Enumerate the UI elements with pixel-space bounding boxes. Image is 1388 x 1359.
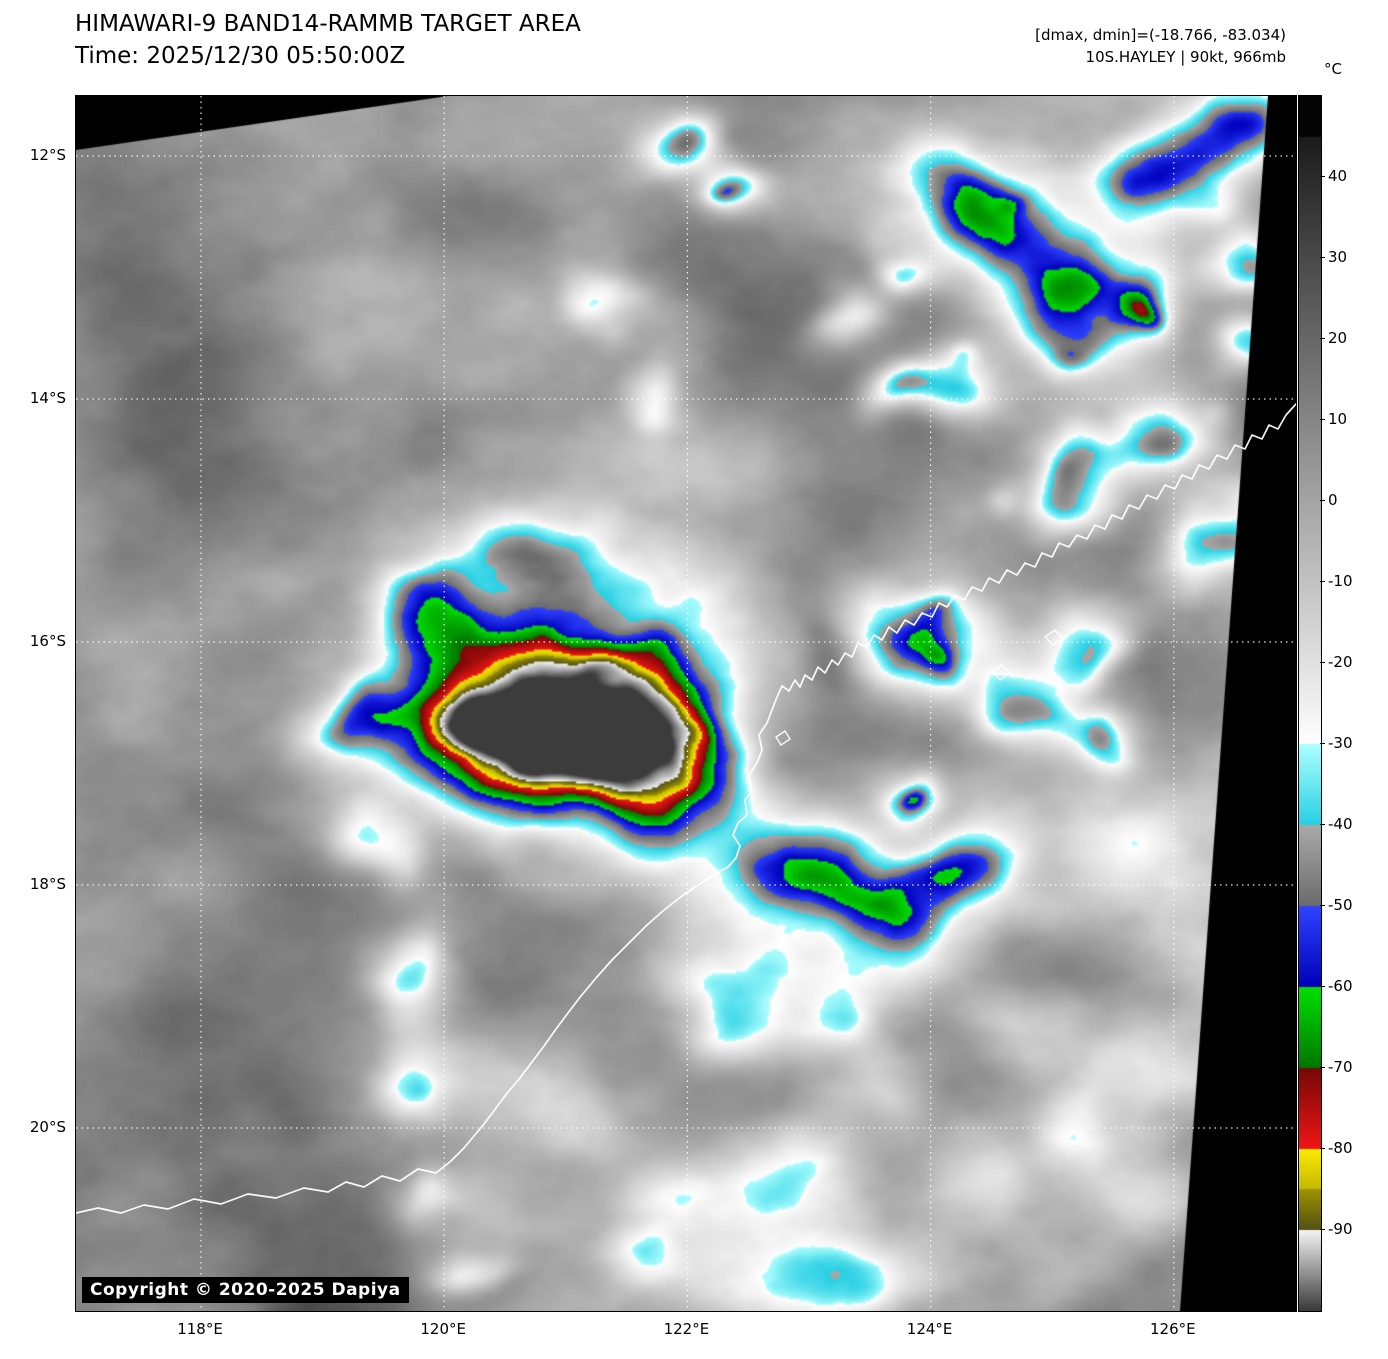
- map-overlay: [76, 96, 1296, 1311]
- lon-tick-label: 118°E: [177, 1320, 223, 1338]
- longitude-axis: 118°E 120°E 122°E 124°E 126°E: [0, 1320, 1388, 1346]
- colorbar-tick-label: -40: [1320, 815, 1353, 833]
- colorbar-tick-label: -10: [1320, 572, 1353, 590]
- colorbar-tick-label: -90: [1320, 1220, 1353, 1238]
- island-outline: [990, 664, 1012, 681]
- satellite-ir-image: [76, 96, 1296, 1311]
- colorbar-tick-label: -60: [1320, 977, 1353, 995]
- colorbar-unit-label: °C: [1324, 60, 1342, 78]
- lat-tick-label: 16°S: [29, 632, 66, 650]
- colorbar-tick-label: 40: [1319, 167, 1348, 185]
- colorbar-ticks: 40 30 20 10 0 -10 -20 -30 -40 -50 -60 -70 -80 -90: [1298, 95, 1386, 1310]
- colorbar-tick-label: 20: [1319, 329, 1348, 347]
- product-time: Time: 2025/12/30 05:50:00Z: [75, 43, 406, 69]
- colorbar-tick-label: 30: [1319, 248, 1348, 266]
- satellite-map-area: Copyright © 2020-2025 Dapiya: [75, 95, 1297, 1312]
- colorbar-tick-label: -70: [1320, 1058, 1353, 1076]
- colorbar-tick-label: -30: [1320, 734, 1353, 752]
- lat-tick-label: 18°S: [29, 875, 66, 893]
- product-title: HIMAWARI-9 BAND14-RAMMB TARGET AREA: [75, 11, 581, 37]
- lat-tick-label: 14°S: [29, 389, 66, 407]
- lon-tick-label: 120°E: [420, 1320, 466, 1338]
- colorbar: [1298, 95, 1322, 1312]
- colorbar-tick-label: -50: [1320, 896, 1353, 914]
- lon-tick-label: 124°E: [906, 1320, 953, 1338]
- colorbar-tick-label: 10: [1319, 410, 1348, 428]
- coastline: [76, 403, 1296, 1214]
- copyright-label: Copyright © 2020-2025 Dapiya: [82, 1277, 409, 1303]
- lat-tick-label: 12°S: [29, 146, 66, 164]
- colorbar-tick-label: -20: [1320, 653, 1353, 671]
- island-outline: [775, 730, 791, 746]
- colorbar-tick-label: 0: [1320, 491, 1338, 509]
- lon-tick-label: 126°E: [1149, 1320, 1196, 1338]
- island-outline: [1043, 629, 1065, 646]
- colorbar-tick-label: -80: [1320, 1139, 1353, 1157]
- lat-tick-label: 20°S: [29, 1118, 66, 1136]
- colorbar-gradient: [1299, 96, 1321, 1311]
- dmax-dmin-readout: [dmax, dmin]=(-18.766, -83.034): [1035, 26, 1286, 44]
- latitude-axis: 12°S 14°S 16°S 18°S 20°S: [0, 0, 70, 1359]
- header-right: [dmax, dmin]=(-18.766, -83.034) 10S.HAYL…: [1035, 24, 1286, 68]
- lon-tick-label: 122°E: [663, 1320, 710, 1338]
- storm-info: 10S.HAYLEY | 90kt, 966mb: [1085, 48, 1286, 66]
